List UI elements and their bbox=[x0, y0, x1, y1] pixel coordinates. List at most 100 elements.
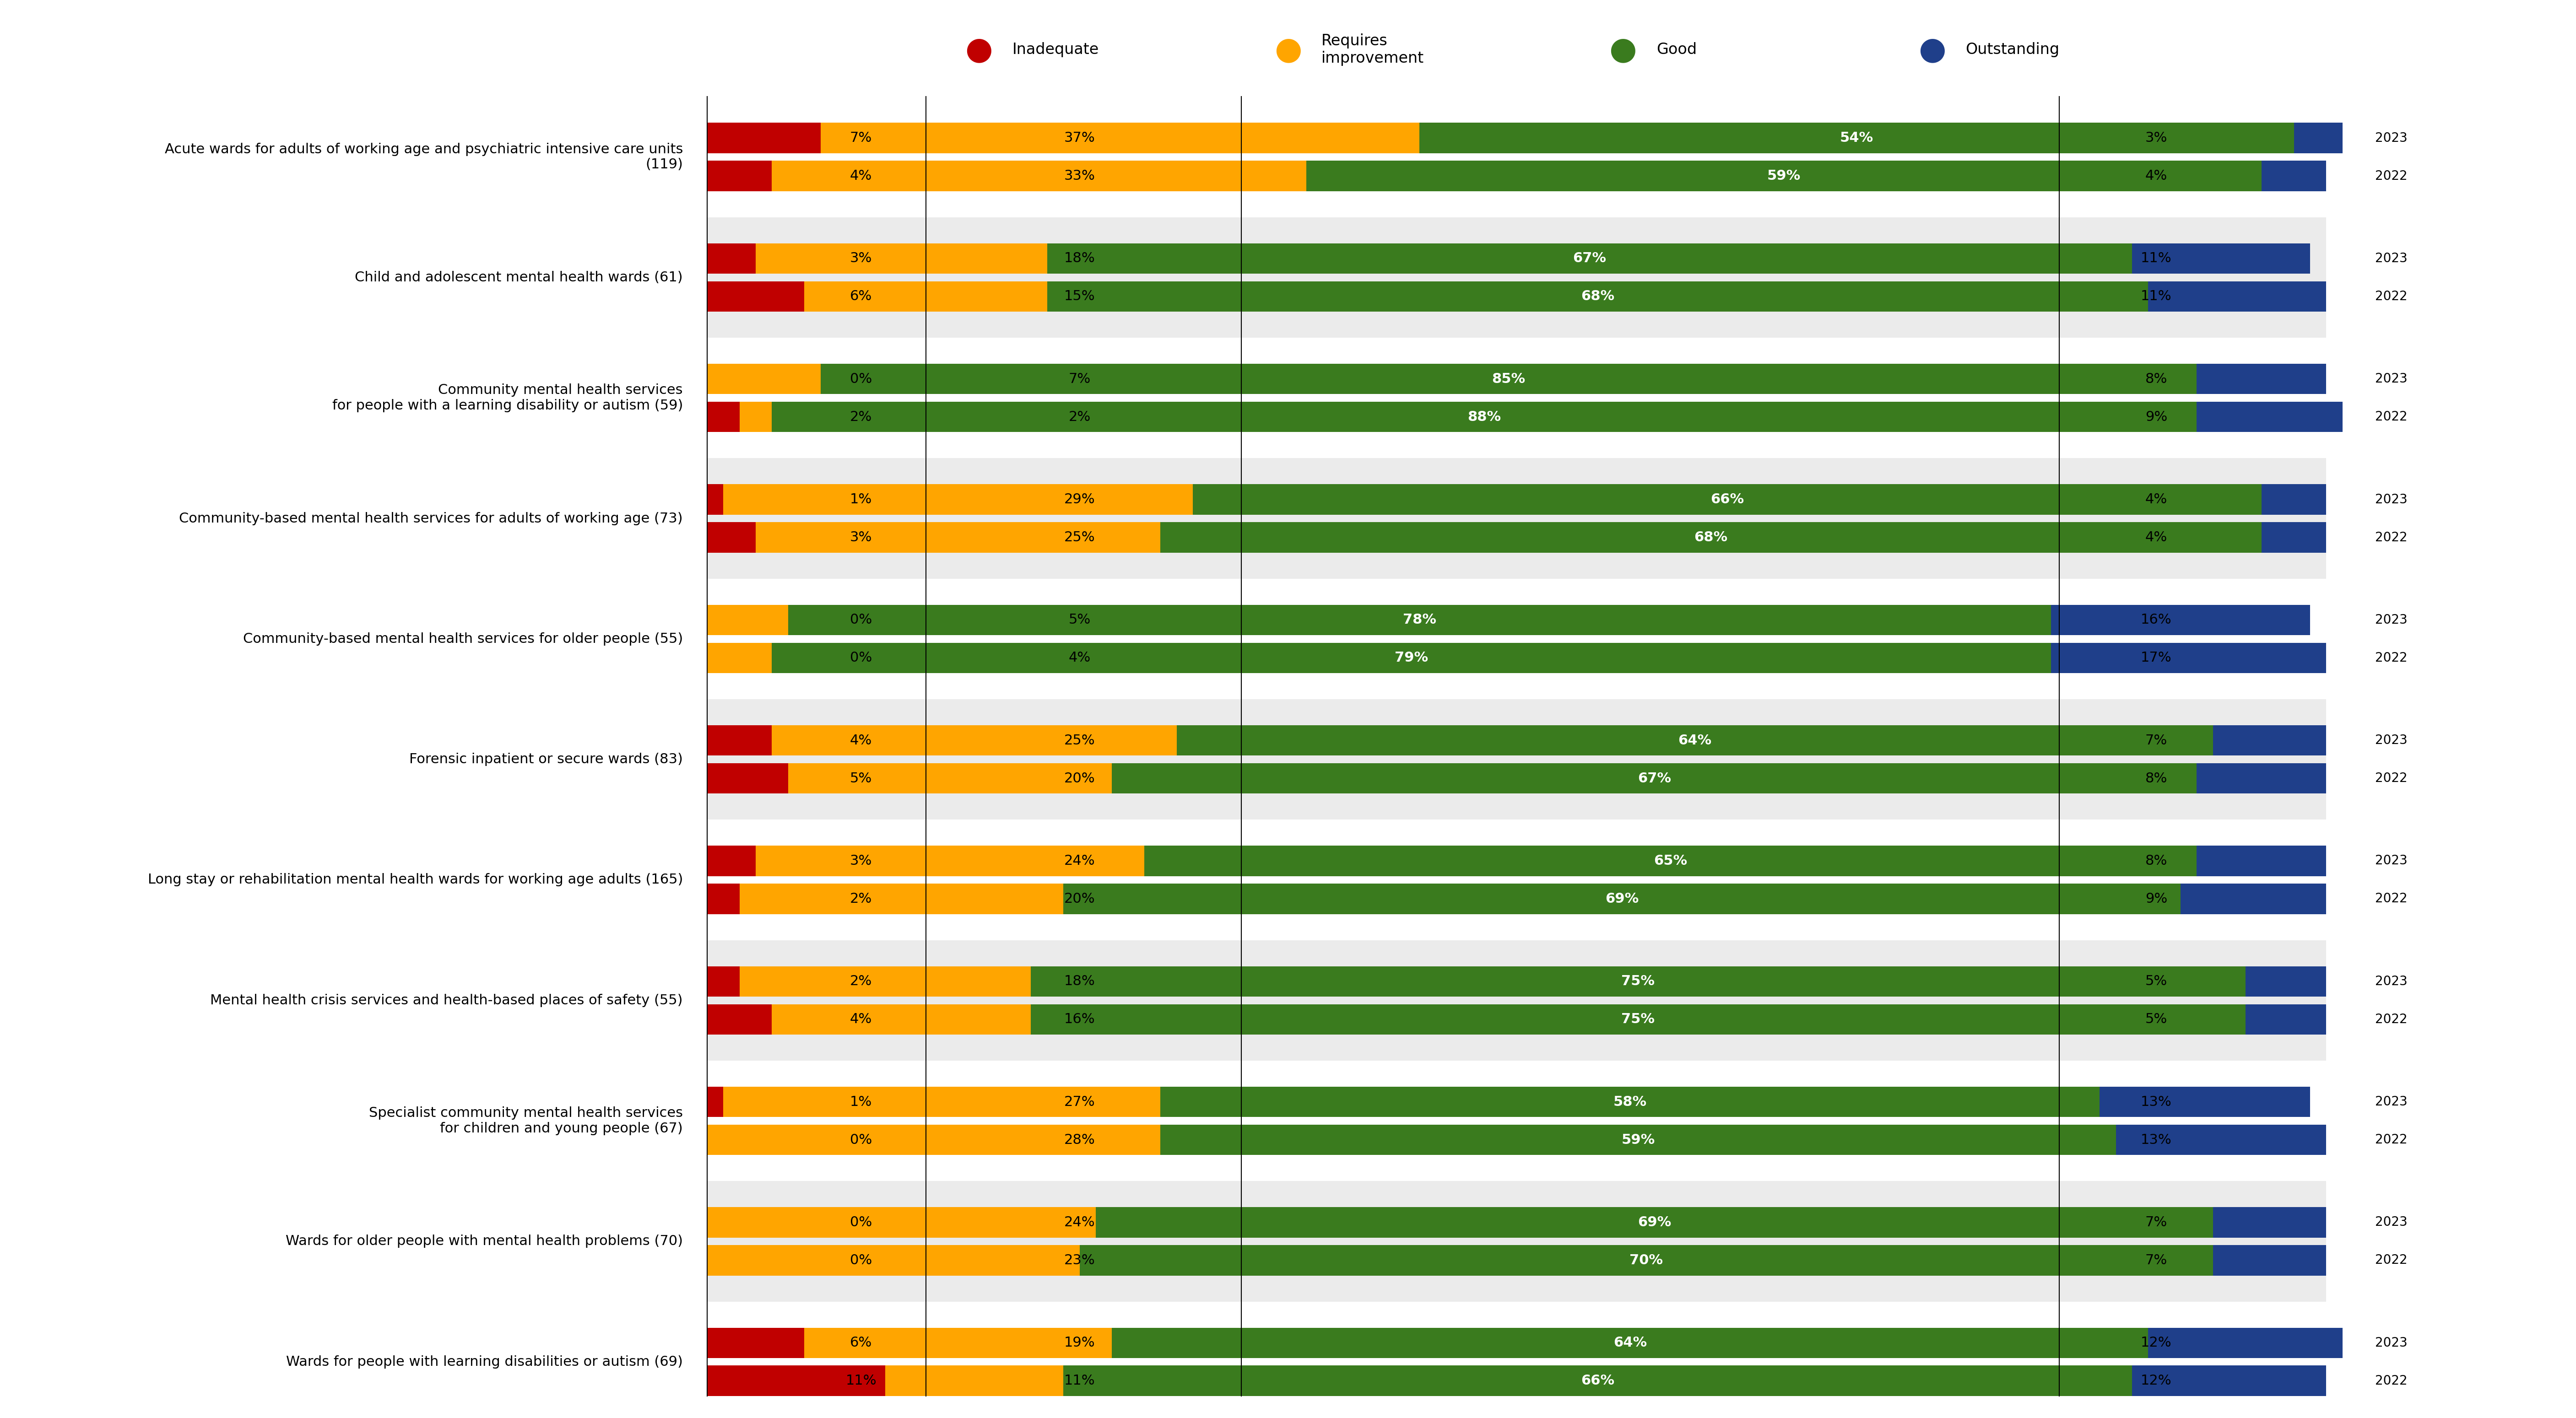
Text: 29%: 29% bbox=[1064, 493, 1095, 506]
Text: 78%: 78% bbox=[1404, 614, 1437, 627]
Text: ●: ● bbox=[1610, 34, 1636, 65]
Bar bbox=[1162, 522, 2262, 553]
Text: 0%: 0% bbox=[850, 1254, 873, 1266]
Text: 5%: 5% bbox=[2146, 974, 2166, 988]
Bar bbox=[2213, 725, 2326, 756]
Bar bbox=[1048, 281, 2148, 312]
Text: 2022: 2022 bbox=[2375, 1012, 2406, 1025]
Text: 68%: 68% bbox=[1695, 530, 1728, 545]
Text: 75%: 75% bbox=[1620, 1012, 1654, 1027]
Text: 2023: 2023 bbox=[2375, 132, 2406, 145]
Bar bbox=[2213, 1245, 2326, 1275]
Bar bbox=[2197, 845, 2326, 876]
Text: 0%: 0% bbox=[850, 651, 873, 665]
Bar bbox=[2262, 522, 2326, 553]
Text: 8%: 8% bbox=[2146, 373, 2166, 386]
Bar bbox=[822, 123, 1419, 153]
Text: 64%: 64% bbox=[1677, 733, 1710, 747]
Bar bbox=[2262, 160, 2326, 191]
Text: ●: ● bbox=[1275, 34, 1301, 65]
Text: 23%: 23% bbox=[1064, 1254, 1095, 1266]
Bar bbox=[1306, 160, 2262, 191]
Text: 3%: 3% bbox=[850, 252, 873, 265]
Bar bbox=[2115, 1124, 2326, 1156]
Text: 13%: 13% bbox=[2141, 1133, 2172, 1147]
Text: 2%: 2% bbox=[850, 410, 873, 424]
Bar bbox=[708, 579, 2326, 699]
Bar bbox=[708, 604, 788, 635]
Bar bbox=[724, 1086, 1162, 1117]
Bar bbox=[739, 401, 773, 432]
Text: 33%: 33% bbox=[1064, 169, 1095, 183]
Text: 0%: 0% bbox=[850, 1215, 873, 1229]
Bar bbox=[1064, 1366, 2133, 1395]
Text: 4%: 4% bbox=[2146, 493, 2166, 506]
Bar bbox=[708, 883, 2326, 915]
Bar bbox=[708, 337, 2326, 458]
Text: 85%: 85% bbox=[1492, 373, 1525, 386]
Text: Community mental health services
for people with a learning disability or autism: Community mental health services for peo… bbox=[332, 384, 683, 413]
Bar bbox=[1162, 1086, 2099, 1117]
Bar bbox=[708, 123, 822, 153]
Text: 2023: 2023 bbox=[2375, 976, 2406, 988]
Text: 4%: 4% bbox=[1069, 651, 1090, 665]
Bar bbox=[804, 1327, 1113, 1358]
Text: 4%: 4% bbox=[850, 1012, 873, 1027]
Text: 2022: 2022 bbox=[2375, 170, 2406, 183]
Bar bbox=[2246, 1004, 2326, 1035]
Bar bbox=[2099, 1086, 2311, 1117]
Text: 1%: 1% bbox=[850, 1095, 873, 1109]
Text: 2022: 2022 bbox=[2375, 1133, 2406, 1146]
Bar bbox=[708, 1086, 724, 1117]
Bar bbox=[708, 485, 724, 515]
Bar bbox=[1113, 1327, 2148, 1358]
Text: 13%: 13% bbox=[2141, 1095, 2172, 1109]
Text: Long stay or rehabilitation mental health wards for working age adults (165): Long stay or rehabilitation mental healt… bbox=[147, 873, 683, 886]
Text: 16%: 16% bbox=[2141, 614, 2172, 627]
Text: 66%: 66% bbox=[1710, 493, 1744, 506]
Text: Wards for older people with mental health problems (70): Wards for older people with mental healt… bbox=[286, 1235, 683, 1248]
Text: 58%: 58% bbox=[1613, 1095, 1646, 1109]
Bar bbox=[708, 763, 788, 794]
Bar bbox=[708, 883, 739, 915]
Text: 8%: 8% bbox=[2146, 771, 2166, 786]
Text: 25%: 25% bbox=[1064, 733, 1095, 747]
Bar bbox=[773, 401, 2197, 432]
Text: 2022: 2022 bbox=[2375, 291, 2406, 303]
Bar bbox=[708, 642, 2326, 674]
Bar bbox=[708, 1124, 2326, 1156]
Bar bbox=[2133, 244, 2311, 274]
Text: 6%: 6% bbox=[850, 1336, 873, 1350]
Text: 24%: 24% bbox=[1064, 1215, 1095, 1229]
Text: 11%: 11% bbox=[2141, 252, 2172, 265]
Text: 7%: 7% bbox=[2146, 1215, 2166, 1229]
Text: 0%: 0% bbox=[850, 1133, 873, 1147]
Text: Wards for people with learning disabilities or autism (69): Wards for people with learning disabilit… bbox=[286, 1356, 683, 1368]
Text: 75%: 75% bbox=[1620, 974, 1654, 988]
Bar bbox=[773, 1004, 1030, 1035]
Bar bbox=[708, 244, 755, 274]
Text: Requires
improvement: Requires improvement bbox=[1321, 34, 1425, 65]
Text: 64%: 64% bbox=[1613, 1336, 1646, 1350]
Text: 59%: 59% bbox=[1767, 169, 1801, 183]
Bar bbox=[708, 1327, 804, 1358]
Bar bbox=[2197, 364, 2326, 394]
Text: 24%: 24% bbox=[1064, 854, 1095, 868]
Bar bbox=[708, 160, 773, 191]
Bar bbox=[739, 883, 1064, 915]
Text: Community-based mental health services for adults of working age (73): Community-based mental health services f… bbox=[180, 512, 683, 525]
Text: 5%: 5% bbox=[1069, 614, 1090, 627]
Text: Specialist community mental health services
for children and young people (67): Specialist community mental health servi… bbox=[368, 1106, 683, 1136]
Bar bbox=[708, 1366, 2326, 1395]
Text: 59%: 59% bbox=[1620, 1133, 1654, 1147]
Text: 15%: 15% bbox=[1064, 289, 1095, 303]
Text: ●: ● bbox=[966, 34, 992, 65]
Bar bbox=[708, 1366, 886, 1395]
Text: 5%: 5% bbox=[2146, 1012, 2166, 1027]
Bar bbox=[708, 1004, 773, 1035]
Text: 2022: 2022 bbox=[2375, 651, 2406, 664]
Text: 67%: 67% bbox=[1574, 252, 1607, 265]
Text: 7%: 7% bbox=[850, 132, 873, 145]
Text: ●: ● bbox=[1919, 34, 1945, 65]
Bar bbox=[2179, 883, 2326, 915]
